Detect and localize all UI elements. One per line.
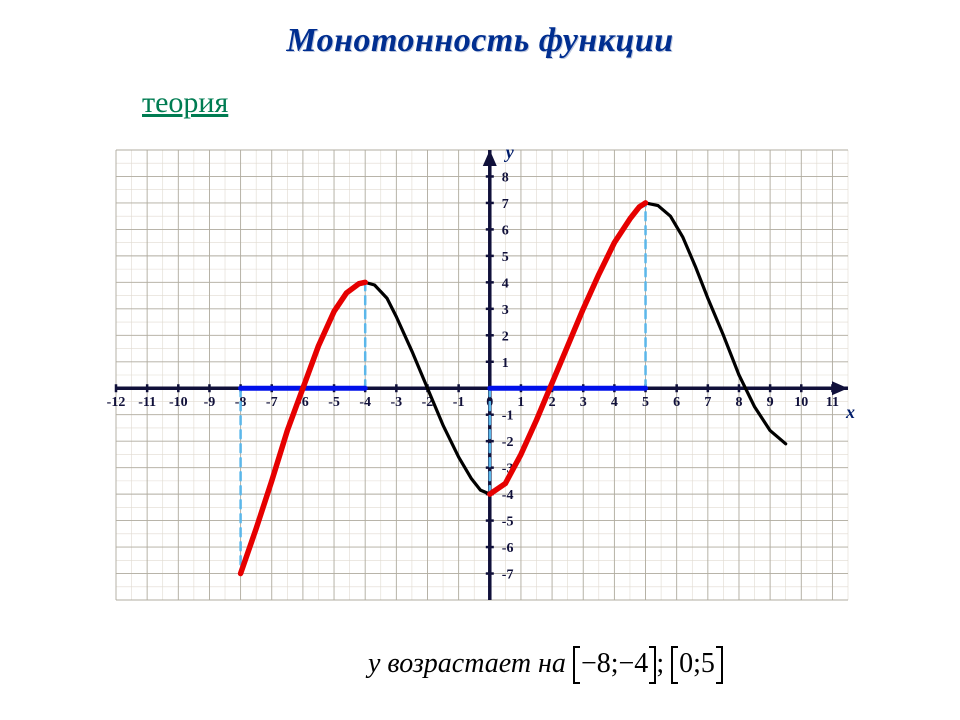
svg-text:x: x — [845, 402, 855, 422]
svg-text:7: 7 — [502, 197, 509, 212]
svg-text:-1: -1 — [453, 395, 465, 410]
svg-text:2: 2 — [502, 329, 509, 344]
svg-text:7: 7 — [704, 395, 711, 410]
interval-separator: ; — [656, 648, 664, 679]
svg-text:-3: -3 — [391, 395, 403, 410]
svg-text:8: 8 — [502, 170, 509, 185]
answer-text: у возрастает на −8;−4 ; 0;5 — [368, 646, 723, 684]
svg-text:11: 11 — [826, 395, 839, 410]
monotonicity-chart: -12-11-10-9-8-7-6-5-4-3-2-10123456789101… — [86, 130, 876, 640]
svg-text:-2: -2 — [502, 435, 514, 450]
svg-text:-11: -11 — [138, 395, 156, 410]
svg-text:-12: -12 — [107, 395, 126, 410]
svg-text:-5: -5 — [328, 395, 340, 410]
svg-text:-1: -1 — [502, 409, 514, 424]
svg-text:6: 6 — [502, 223, 509, 238]
svg-text:5: 5 — [502, 250, 509, 265]
svg-text:3: 3 — [502, 303, 509, 318]
svg-text:4: 4 — [611, 395, 618, 410]
interval-2: 0;5 — [671, 646, 723, 684]
svg-text:8: 8 — [735, 395, 742, 410]
svg-text:-7: -7 — [502, 568, 514, 583]
answer-prefix: у возрастает на — [368, 648, 573, 679]
svg-text:y: y — [504, 142, 515, 162]
svg-text:4: 4 — [502, 276, 509, 291]
svg-text:-4: -4 — [359, 395, 371, 410]
svg-text:1: 1 — [517, 395, 524, 410]
svg-text:5: 5 — [642, 395, 649, 410]
svg-text:-4: -4 — [502, 488, 514, 503]
chart-svg: -12-11-10-9-8-7-6-5-4-3-2-10123456789101… — [86, 130, 876, 640]
svg-text:-9: -9 — [204, 395, 216, 410]
theory-link[interactable]: теория — [142, 86, 228, 120]
svg-text:-7: -7 — [266, 395, 278, 410]
svg-text:2: 2 — [549, 395, 556, 410]
svg-text:3: 3 — [580, 395, 587, 410]
svg-text:-6: -6 — [502, 541, 514, 556]
svg-text:-10: -10 — [169, 395, 188, 410]
svg-text:6: 6 — [673, 395, 680, 410]
svg-text:-5: -5 — [502, 515, 514, 530]
svg-text:1: 1 — [502, 356, 509, 371]
interval-1: −8;−4 — [573, 646, 656, 684]
svg-text:9: 9 — [767, 395, 774, 410]
page-title: Монотонность функции — [0, 22, 960, 60]
svg-text:10: 10 — [794, 395, 808, 410]
